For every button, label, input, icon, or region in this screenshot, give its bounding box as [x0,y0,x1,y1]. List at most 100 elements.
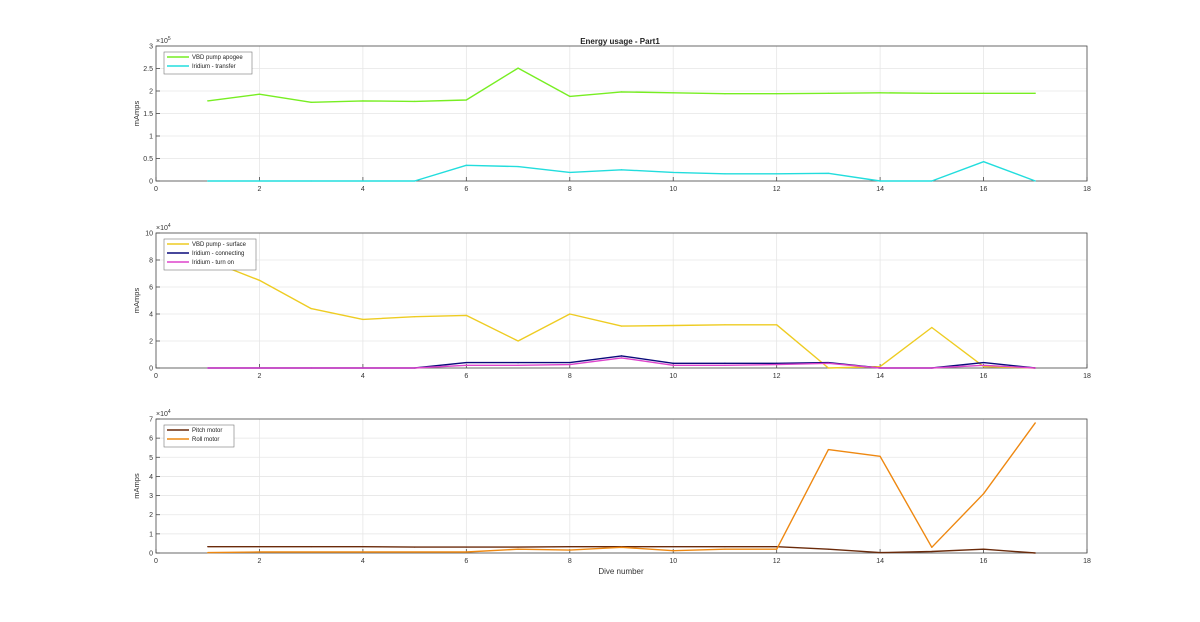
data-point [362,546,364,548]
data-point [982,548,985,550]
axes-box [155,232,1088,369]
y-tick-label: 1 [149,134,153,141]
data-point [362,551,364,553]
data-point [1034,92,1036,94]
data-point [879,180,881,182]
x-tick-label: 8 [568,558,572,565]
data-point [724,548,726,550]
data-point [258,546,261,548]
data-point [724,546,726,548]
data-point [982,366,985,368]
y-tick-label: 4 [149,474,153,481]
data-point [879,367,881,369]
data-point [724,362,726,364]
x-tick-label: 16 [980,186,988,193]
x-tick-label: 4 [361,558,365,565]
data-point [827,367,829,369]
data-point [672,171,674,174]
data-point [414,367,416,369]
data-point [776,546,778,548]
legend-entry: Iridium - turn on [192,260,234,266]
data-point [517,166,519,168]
y-tick-label: 6 [149,436,153,443]
y-exponent-label: ×104 [156,223,171,232]
x-tick-label: 0 [154,373,158,380]
data-point [310,180,312,182]
y-exponent-label: ×105 [156,36,171,45]
data-point [724,364,726,366]
data-point [620,91,623,93]
data-point [931,367,933,369]
x-tick-label: 6 [464,186,468,193]
data-point [1034,367,1036,369]
x-tick-label: 14 [876,186,884,193]
x-tick-label: 0 [154,186,158,193]
data-point [310,551,312,553]
x-tick-label: 12 [773,186,781,193]
data-point [569,171,571,174]
x-tick-label: 16 [980,373,988,380]
data-point [310,308,312,310]
data-point [465,362,467,364]
x-tick-label: 10 [669,373,677,380]
y-tick-label: 3 [149,44,153,51]
y-exponent-label: ×104 [156,409,171,418]
data-point [362,180,364,182]
data-point [258,93,261,95]
legend-entry: Pitch motor [192,428,222,434]
data-point [517,364,519,366]
y-tick-label: 2 [149,89,153,96]
axes-box [155,418,1088,554]
data-point [982,493,985,495]
data-point [672,362,674,364]
y-tick-label: 0 [149,366,153,373]
data-point [776,173,778,175]
data-point [879,366,881,368]
data-point [569,546,571,548]
data-point [465,314,467,316]
y-tick-label: 4 [149,312,153,319]
data-point [414,316,416,318]
data-point [672,546,674,548]
data-point [1034,180,1036,182]
data-point [465,546,467,548]
data-point [672,550,674,552]
x-tick-label: 4 [361,186,365,193]
data-point [569,364,571,366]
y-tick-label: 2.5 [143,66,153,73]
data-point [620,169,623,171]
data-point [672,364,674,366]
data-point [362,100,364,102]
legend-entry: VBD pump - surface [192,242,247,248]
x-tick-label: 6 [464,558,468,565]
legend-entry: Iridium - connecting [192,251,244,257]
axes-apogee-transfer: 0 2 4 6 8 10 12 14 16 18 0 0.5 1 1.5 2 2.5 3×105 mAmps VBD… [132,36,1091,193]
y-axis-label: mAmps [132,288,141,314]
y-tick-label: 2 [149,512,153,519]
x-tick-label: 6 [464,373,468,380]
y-tick-label: 0 [149,551,153,558]
data-point [517,340,519,342]
x-tick-label: 16 [980,558,988,565]
data-point [724,93,726,95]
data-point [672,92,674,94]
data-point [517,67,519,69]
x-tick-label: 2 [257,373,261,380]
x-tick-label: 14 [876,558,884,565]
data-point [414,180,416,182]
legend-entry: Iridium - transfer [192,64,236,70]
data-point [1034,552,1036,554]
data-point [1034,422,1036,424]
data-point [931,326,933,329]
data-point [982,161,985,163]
x-tick-label: 2 [257,558,261,565]
y-tick-label: 3 [149,493,153,500]
figure-title: Energy usage - Part1 [580,37,660,46]
data-point [931,180,933,182]
data-point [569,362,571,364]
data-point [569,313,571,315]
legend-entry: VBD pump apogee [192,55,243,61]
